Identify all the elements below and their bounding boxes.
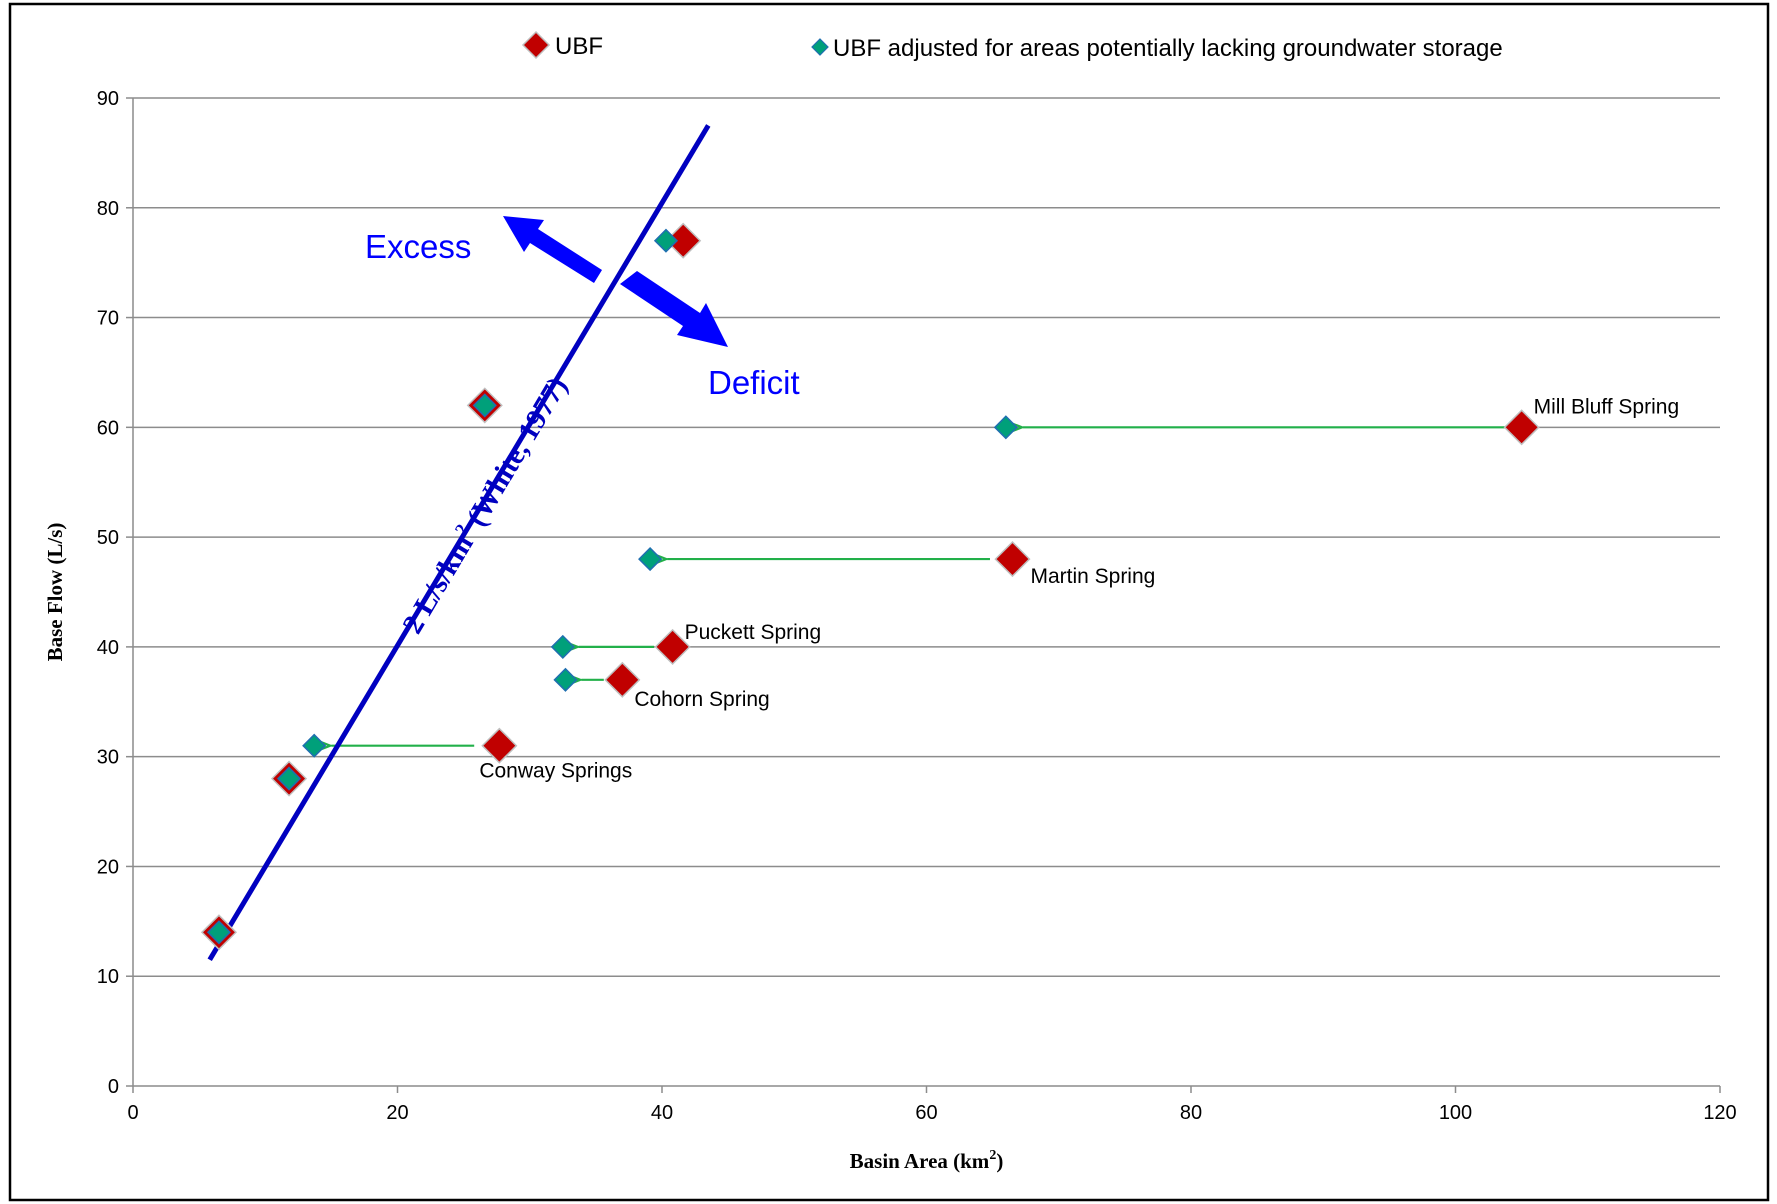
adjustment-arrows (331, 427, 1506, 745)
y-tick-label-0: 0 (108, 1076, 119, 1098)
point-label-7: Martin Spring (1030, 565, 1155, 588)
adjusted-point-4 (553, 667, 578, 692)
y-tick-label-10: 10 (97, 966, 119, 988)
y-tick-label-90: 90 (97, 88, 119, 110)
x-tick-label-60: 60 (915, 1102, 937, 1124)
y-tick-label-30: 30 (97, 747, 119, 769)
adjusted-point-6 (638, 547, 663, 572)
ubf-point-7 (994, 541, 1031, 578)
y-tick-label-20: 20 (97, 856, 119, 878)
outer-border (8, 2, 1770, 1202)
x-tick-label-40: 40 (651, 1102, 673, 1124)
x-tick-label-100: 100 (1439, 1102, 1472, 1124)
point-label-5: Puckett Spring (685, 621, 822, 644)
legend-marker-adjusted (811, 38, 829, 56)
x-tick-label-120: 120 (1703, 1102, 1736, 1124)
deficit-label: Deficit (708, 364, 800, 401)
ubf-point-5 (654, 628, 691, 665)
adjusted-point-7 (653, 228, 679, 253)
legend-label-ubf: UBF (555, 33, 603, 60)
point-label-3: Conway Springs (479, 760, 632, 783)
x-tick-label-20: 20 (386, 1102, 408, 1124)
legend: UBF UBF adjusted for areas potentially la… (521, 30, 1503, 62)
adjusted-point-0 (206, 920, 232, 945)
x-axis-title: Basin Area (km2) (850, 1148, 1004, 1173)
point-label-8: Mill Bluff Spring (1534, 395, 1680, 418)
point-label-4: Cohorn Spring (634, 688, 769, 711)
y-tick-label-50: 50 (97, 527, 119, 549)
adjusted-point-2 (302, 733, 327, 758)
legend-marker-ubf (521, 30, 551, 60)
adjusted-point-3 (472, 393, 497, 418)
annotation-layer: Excess Deficit (365, 216, 800, 401)
y-tick-label-70: 70 (97, 308, 119, 330)
y-tick-label-40: 40 (97, 637, 119, 659)
reference-line (207, 124, 711, 962)
y-tick-label-60: 60 (97, 417, 119, 439)
ubf-point-8 (1503, 409, 1540, 446)
deficit-arrow (620, 271, 728, 347)
y-axis-title: Base Flow (L/s) (43, 523, 67, 662)
adjusted-point-8 (993, 415, 1018, 440)
ubf-point-4 (604, 661, 641, 698)
adjusted-point-1 (276, 766, 302, 791)
y-tick-label-80: 80 (97, 198, 119, 220)
x-tick-label-0: 0 (127, 1102, 138, 1124)
excess-label: Excess (365, 228, 471, 265)
legend-label-adjusted: UBF adjusted for areas potentially lacki… (833, 35, 1503, 62)
axis-layer: 0 10 20 30 40 50 60 70 80 90 0 20 40 60 80 100 120 Basin … (43, 88, 1737, 1173)
adjusted-point-5 (550, 634, 575, 659)
x-tick-label-80: 80 (1180, 1102, 1202, 1124)
point-layer: Conway Springs Cohorn Spring Puckett Sprin… (200, 222, 1680, 951)
excess-arrow (503, 216, 602, 283)
ubf-point-3 (481, 727, 518, 764)
